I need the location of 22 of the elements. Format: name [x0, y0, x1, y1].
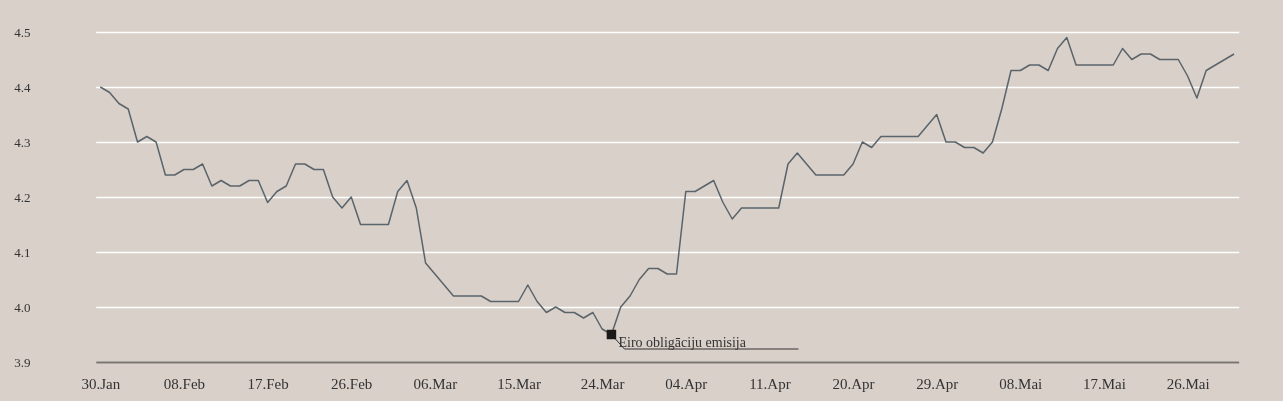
x-tick-label: 17.Feb: [247, 375, 289, 392]
x-tick-label: 17.Mai: [1083, 375, 1126, 392]
annotation: Eiro obligāciju emisija: [618, 334, 747, 350]
x-tick-label: 08.Feb: [163, 375, 206, 392]
y-tick-label: 4.4: [14, 79, 31, 95]
x-tick-label: 24.Mar: [580, 375, 625, 392]
x-tick-label: 08.Mai: [999, 375, 1043, 392]
y-tick-label: 4.1: [14, 244, 31, 260]
x-tick-label: 04.Apr: [665, 375, 708, 392]
x-tick-label: 30.Jan: [81, 375, 121, 392]
y-tick-label: 4.3: [14, 134, 31, 150]
x-tick-label: 06.Mar: [413, 375, 458, 392]
y-tick-label: 4.2: [14, 189, 31, 205]
x-tick-label: 26.Mai: [1166, 375, 1210, 392]
y-tick-label: 4.5: [14, 24, 31, 40]
y-tick-label: 3.9: [14, 354, 31, 370]
x-tick-label: 26.Feb: [331, 375, 373, 392]
y-tick-label: 4.0: [14, 299, 31, 315]
x-tick-label: 15.Mar: [497, 375, 541, 392]
x-tick-label: 29.Apr: [916, 375, 959, 392]
x-tick-label: 11.Apr: [749, 375, 791, 392]
x-tick-label: 20.Apr: [832, 375, 875, 392]
